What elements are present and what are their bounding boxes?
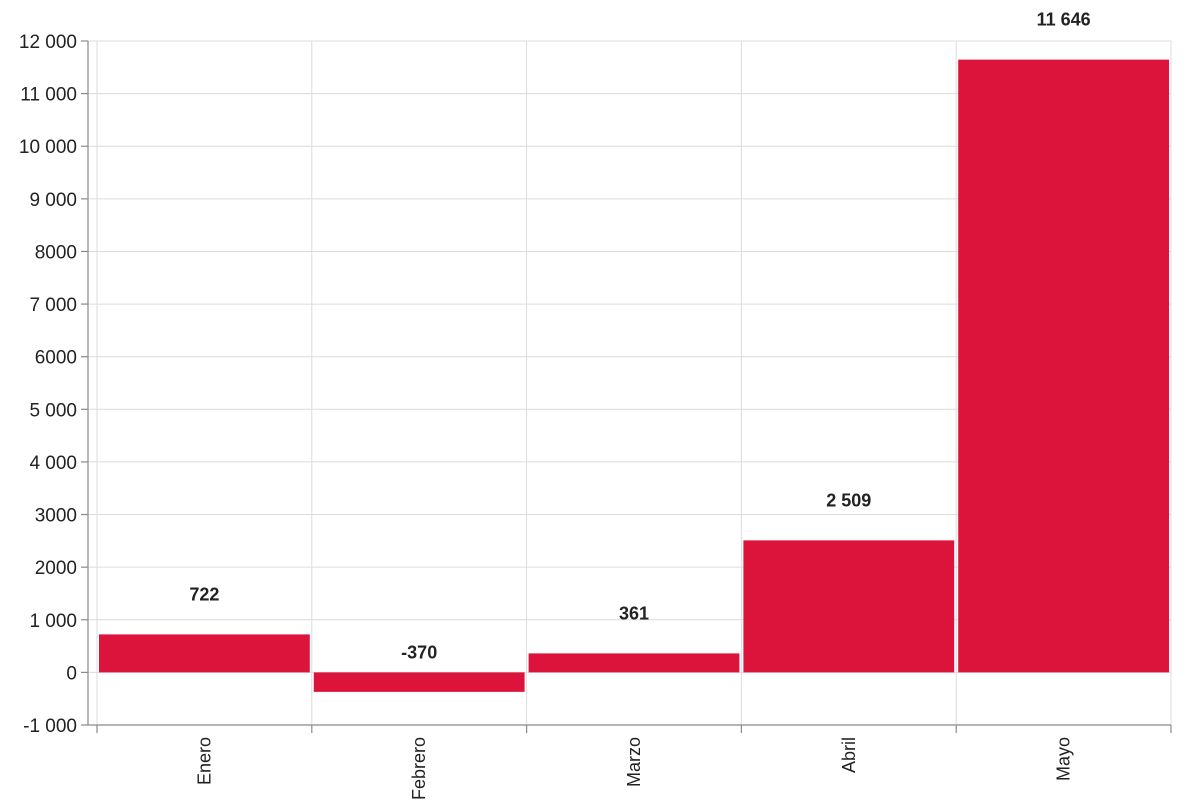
y-tick-label: 3000 bbox=[35, 506, 77, 527]
y-tick-label: 7 000 bbox=[29, 295, 77, 316]
label-layer: -1 000 0 1 000 2000 3000 4 000 5 000 6000 7 000 8… bbox=[19, 10, 1091, 800]
y-tick-label: 2000 bbox=[35, 558, 77, 579]
y-tick-label: 6000 bbox=[35, 348, 77, 369]
data-label-mayo: 11 646 bbox=[1037, 10, 1091, 30]
y-tick-label: -1 000 bbox=[23, 716, 77, 737]
bar-layer bbox=[99, 59, 1169, 692]
x-tick-label-mayo: Mayo bbox=[1054, 737, 1074, 781]
x-tick-label-enero: Enero bbox=[194, 737, 214, 785]
bar-febrero bbox=[313, 672, 525, 692]
data-label-abril: 2 509 bbox=[826, 490, 871, 510]
y-tick-label: 0 bbox=[66, 663, 77, 684]
y-tick-label: 4 000 bbox=[29, 453, 77, 474]
data-label-febrero: -370 bbox=[401, 642, 437, 662]
y-tick-label: 12 000 bbox=[19, 32, 77, 53]
y-tick-label: 10 000 bbox=[19, 137, 77, 158]
bar-mayo bbox=[958, 59, 1169, 673]
bar-marzo bbox=[528, 653, 740, 673]
y-tick-label: 9 000 bbox=[29, 190, 77, 211]
y-tick-label: 1 000 bbox=[29, 611, 77, 632]
axis-layer bbox=[81, 40, 1172, 733]
bar-enero bbox=[99, 634, 310, 673]
data-label-enero: 722 bbox=[189, 584, 219, 604]
x-tick-label-marzo: Marzo bbox=[624, 737, 644, 787]
y-tick-label: 11 000 bbox=[20, 85, 77, 106]
data-label-marzo: 361 bbox=[619, 603, 649, 623]
bar-abril bbox=[743, 540, 955, 673]
x-tick-label-abril: Abril bbox=[839, 737, 859, 773]
y-tick-label: 8000 bbox=[35, 242, 77, 263]
y-tick-label: 5 000 bbox=[29, 400, 77, 421]
x-tick-label-febrero: Febrero bbox=[409, 737, 429, 800]
